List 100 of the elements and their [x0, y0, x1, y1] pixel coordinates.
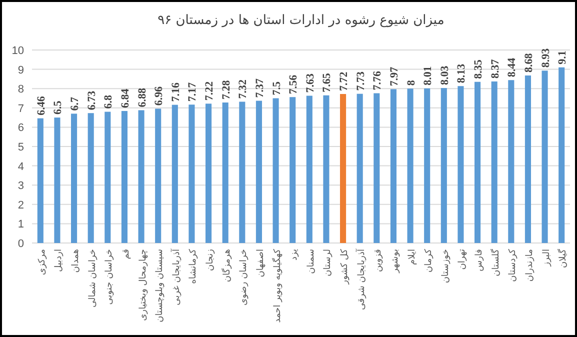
x-tick-label: ایلام: [407, 249, 418, 265]
bar: [458, 86, 464, 243]
y-tick-label: 4: [18, 160, 24, 173]
bar: [542, 70, 548, 243]
bar: [54, 118, 60, 243]
data-label: 7.28: [220, 80, 232, 100]
x-tick-label: کرمان: [424, 248, 434, 272]
bar: [356, 94, 363, 243]
bar: [121, 110, 128, 243]
data-label: 8.13: [456, 63, 468, 84]
bar: [188, 104, 195, 243]
data-label: 8.03: [438, 65, 451, 86]
x-tick-label: مازندران: [524, 248, 535, 282]
y-tick-label: 0: [18, 238, 24, 250]
x-tick-label: همدان: [71, 248, 82, 273]
x-tick-label: کردستان: [508, 248, 518, 282]
x-tick-label: یزد: [290, 248, 300, 260]
bar: [491, 81, 498, 243]
x-tick-label: سیستان وبلوچستان: [155, 249, 166, 322]
data-label: 8: [405, 80, 418, 86]
bar: [155, 108, 162, 243]
y-tick-label: 7: [18, 102, 24, 115]
data-label: 7.65: [321, 72, 334, 92]
data-label: 8.37: [489, 58, 502, 78]
x-tick-label: هرمزگان: [220, 248, 232, 282]
bar: [558, 67, 565, 243]
data-label: 7.63: [304, 72, 316, 93]
x-tick-label: خراسان شمالی: [88, 249, 98, 308]
bar: [239, 102, 246, 243]
data-label: 7.97: [388, 66, 400, 86]
bar: [440, 88, 447, 243]
data-label: 8.01: [422, 66, 434, 86]
x-tick-label: آذربایجان شرقی: [354, 248, 367, 310]
x-tick-label: خوزستان: [440, 249, 451, 284]
data-label: 7.72: [338, 71, 350, 92]
x-tick-label: کل کشور: [340, 248, 350, 286]
x-tick-label: مرکزی: [37, 248, 48, 276]
data-label: 7.56: [288, 74, 300, 94]
x-tick-label: اصفهان: [256, 249, 266, 278]
y-tick-label: 5: [18, 142, 24, 154]
y-tick-label: 8: [18, 84, 24, 96]
x-tick-label: سمنان: [306, 249, 316, 274]
y-tick-label: 2: [18, 199, 24, 212]
data-label: 6.46: [35, 96, 48, 116]
bar: [272, 98, 279, 243]
bar: [306, 96, 312, 243]
data-label: 7.73: [354, 71, 367, 91]
x-tick-label: زنجان: [206, 249, 216, 272]
bar: [37, 118, 44, 243]
data-label: 6.73: [86, 90, 98, 110]
bar: [206, 104, 212, 243]
data-label: 8.68: [522, 52, 535, 72]
data-label: 9.1: [556, 50, 569, 64]
data-label: 8.44: [506, 57, 518, 78]
bar: [407, 88, 414, 243]
bar: [323, 95, 330, 243]
bar: [222, 102, 228, 243]
x-tick-label: تهران: [458, 248, 468, 270]
x-tick-label: کرمانشاه: [188, 248, 199, 284]
x-tick-label: قزوین: [374, 249, 384, 272]
data-label: 7.17: [186, 82, 199, 102]
x-tick-label: خراسان رضوی: [239, 249, 250, 306]
data-label: 6.88: [136, 87, 148, 108]
y-tick-label: 1: [18, 218, 24, 231]
data-label: 7.37: [254, 78, 266, 98]
data-label: 7.22: [204, 80, 216, 101]
data-label: 6.8: [102, 94, 115, 109]
bar: [88, 113, 94, 243]
x-tick-label: خراسان جنوبی: [104, 249, 115, 305]
data-label: 6.7: [69, 96, 82, 111]
x-tick-label: گلستان: [489, 248, 502, 276]
y-tick-label: 9: [18, 64, 24, 76]
bar: [104, 112, 111, 243]
bar: [508, 80, 514, 243]
y-tick-label: 10: [12, 45, 24, 57]
bar: [71, 114, 78, 243]
data-label: 8.35: [472, 59, 485, 79]
x-tick-label: بوشهر: [390, 249, 400, 274]
bar: [340, 94, 346, 243]
x-tick-label: آذربایجان غربی: [170, 248, 182, 306]
bar: [172, 104, 178, 243]
bar: [474, 82, 481, 243]
data-label: 7.5: [270, 81, 283, 96]
data-label: 7.76: [372, 70, 384, 90]
x-tick-label: فارس: [474, 249, 485, 272]
x-tick-label: لرستان: [323, 249, 334, 276]
chart-title: میزان شیوع رشوه در ادارات استان ها در زمستان ۹۶: [158, 13, 444, 28]
data-label: 7.16: [170, 82, 182, 102]
bar: [390, 89, 396, 243]
data-label: 8.93: [540, 48, 552, 68]
y-tick-label: 3: [18, 180, 24, 192]
bar: [424, 88, 430, 243]
data-label: 7.32: [237, 78, 250, 99]
data-label: 6.84: [119, 88, 132, 108]
x-tick-label: چهارمحال وبختیاری: [138, 249, 148, 321]
x-tick-label: اردبیل: [54, 249, 64, 272]
bar: [290, 97, 296, 243]
bar: [374, 93, 380, 243]
y-tick-label: 6: [18, 122, 24, 134]
bar: [256, 100, 262, 243]
